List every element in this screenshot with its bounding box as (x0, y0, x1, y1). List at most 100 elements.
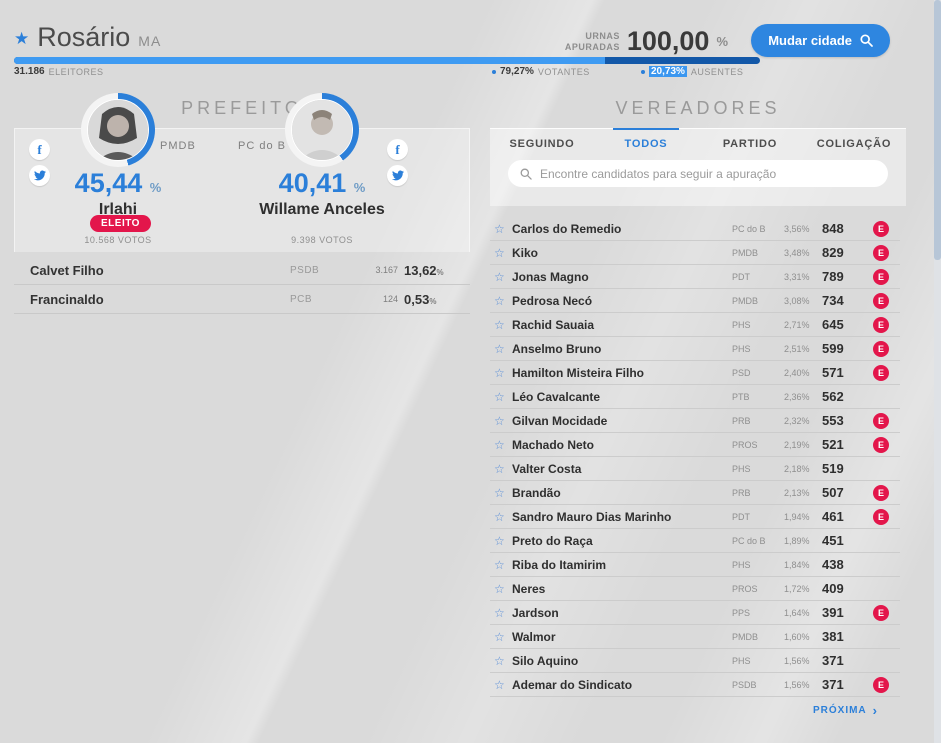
next-page-label: PRÓXIMA (812, 705, 867, 716)
facebook-button[interactable]: f (387, 139, 408, 160)
follow-star-icon[interactable]: ☆ (490, 246, 512, 260)
twitter-button[interactable] (387, 165, 408, 186)
follow-star-icon[interactable]: ☆ (490, 366, 512, 380)
vereador-percent: 1,56% (784, 679, 810, 690)
prefeito-other-candidates: Calvet Filho PSDB 3.167 13,62% Francinal… (14, 256, 470, 314)
vereador-name: Neres (512, 581, 546, 596)
elected-badge: E (873, 484, 889, 501)
vereador-party: PHS (732, 319, 751, 330)
candidate-name: Irlahi (98, 201, 138, 218)
follow-star-icon[interactable]: ☆ (490, 486, 512, 500)
vereador-party: PMDB (732, 295, 759, 306)
vereador-percent: 1,60% (784, 631, 810, 642)
follow-star-icon[interactable]: ☆ (490, 606, 512, 620)
vereador-row: ☆ Sandro Mauro Dias Marinho PDT 1,94% 46… (490, 505, 900, 529)
tab-coligação[interactable]: COLIGAÇÃO (802, 129, 906, 158)
elected-badge: E (873, 316, 889, 333)
vereador-percent: 1,84% (784, 559, 810, 570)
vereador-party: PPS (732, 607, 751, 618)
urnas-apuradas-label: URNAS APURADAS (564, 30, 620, 52)
facebook-icon: f (395, 142, 400, 157)
follow-star-icon[interactable]: ☆ (490, 414, 512, 428)
elected-badge: E (873, 340, 889, 357)
tab-seguindo[interactable]: SEGUINDO (490, 129, 594, 158)
twitter-icon (33, 170, 46, 181)
tab-todos[interactable]: TODOS (594, 128, 698, 158)
vereador-row: ☆ Walmor PMDB 1,60% 381 E (490, 625, 900, 649)
follow-star-icon[interactable]: ☆ (490, 222, 512, 236)
vereador-row: ☆ Riba do Itamirim PHS 1,84% 438 E (490, 553, 900, 577)
turnout-stats: 31.186 ELEITORES 79,27% VOTANTES 20,73% … (0, 66, 941, 80)
follow-star-icon[interactable]: ☆ (490, 558, 512, 572)
vereador-votes: 519 (822, 461, 844, 476)
candidate-photo (87, 99, 149, 161)
vereador-party: PHS (732, 655, 751, 666)
change-city-label: Mudar cidade (768, 33, 852, 48)
vereador-votes: 371 (822, 677, 844, 692)
vereador-name: Riba do Itamirim (512, 557, 607, 572)
urnas-apuradas: URNAS APURADAS 100,00 % (565, 26, 728, 57)
follow-star-icon[interactable]: ☆ (490, 342, 512, 356)
vereador-name: Pedrosa Necó (512, 293, 593, 308)
city-title: ★ Rosário MA (14, 22, 161, 53)
chevron-right-icon: › (872, 703, 878, 718)
other-candidate-name: Francinaldo (30, 291, 104, 307)
vereador-name: Walmor (512, 629, 556, 644)
stat-votantes: 79,27% VOTANTES (492, 66, 590, 77)
follow-star-icon[interactable]: ☆ (490, 582, 512, 596)
search-icon (860, 34, 873, 47)
stat-ausentes: 20,73% AUSENTES (641, 66, 743, 77)
follow-star-icon[interactable]: ☆ (490, 438, 512, 452)
tab-partido[interactable]: PARTIDO (698, 129, 802, 158)
next-page-button[interactable]: PRÓXIMA › (813, 703, 878, 718)
search-input[interactable] (540, 166, 876, 181)
vereador-row: ☆ Carlos do Remedio PC do B 3,56% 848 E (490, 217, 900, 241)
city-state: MA (138, 33, 162, 49)
vereador-name: Sandro Mauro Dias Marinho (512, 509, 672, 524)
follow-star-icon[interactable]: ☆ (490, 462, 512, 476)
twitter-icon (391, 170, 404, 181)
vereador-party: PRB (732, 415, 751, 426)
vereador-percent: 1,72% (784, 583, 810, 594)
follow-star-icon[interactable]: ☆ (490, 534, 512, 548)
facebook-button[interactable]: f (29, 139, 50, 160)
vereador-party: PDT (732, 511, 750, 522)
candidate-percent: 45,44 % (74, 168, 162, 198)
scrollbar-track[interactable] (934, 0, 941, 743)
prefeito-title: PREFEITO (181, 98, 303, 118)
vereador-party: PDT (732, 271, 750, 282)
vereador-name: Anselmo Bruno (512, 341, 602, 356)
vereadores-filter-panel: SEGUINDO TODOS PARTIDO COLIGAÇÃO (490, 128, 906, 206)
scrollbar-thumb[interactable] (934, 0, 941, 260)
vereador-name: Hamilton Misteira Filho (512, 365, 645, 380)
elected-badge: E (873, 220, 889, 237)
search-box (508, 160, 888, 187)
other-candidate-votes: 3.167 (375, 265, 398, 275)
vereador-row: ☆ Preto do Raça PC do B 1,89% 451 E (490, 529, 900, 553)
vereador-party: PTB (732, 391, 750, 402)
elected-badge: E (873, 508, 889, 525)
turnout-bar-votantes-segment (14, 57, 606, 64)
vereador-row: ☆ Valter Costa PHS 2,18% 519 E (490, 457, 900, 481)
vereador-name: Rachid Sauaia (512, 317, 595, 332)
follow-star-icon[interactable]: ☆ (490, 390, 512, 404)
follow-star-icon[interactable]: ☆ (490, 318, 512, 332)
vereadores-tabs: SEGUINDO TODOS PARTIDO COLIGAÇÃO (490, 128, 906, 158)
follow-star-icon[interactable]: ☆ (490, 678, 512, 692)
votantes-dot-icon (492, 69, 496, 74)
follow-star-icon[interactable]: ☆ (490, 654, 512, 668)
follow-star-icon[interactable]: ☆ (490, 510, 512, 524)
vereador-party: PMDB (732, 631, 759, 642)
vereador-percent: 2,18% (784, 463, 810, 474)
vereador-votes: 645 (822, 317, 844, 332)
follow-star-icon[interactable]: ☆ (490, 294, 512, 308)
vereador-name: Silo Aquino (512, 653, 579, 668)
follow-star-icon[interactable]: ☆ (490, 630, 512, 644)
vereador-votes: 381 (822, 629, 844, 644)
change-city-button[interactable]: Mudar cidade (751, 24, 890, 57)
other-candidate-party: PCB (290, 293, 313, 305)
twitter-button[interactable] (29, 165, 50, 186)
follow-star-icon[interactable]: ☆ (490, 270, 512, 284)
urnas-percent-sign: % (716, 34, 728, 49)
